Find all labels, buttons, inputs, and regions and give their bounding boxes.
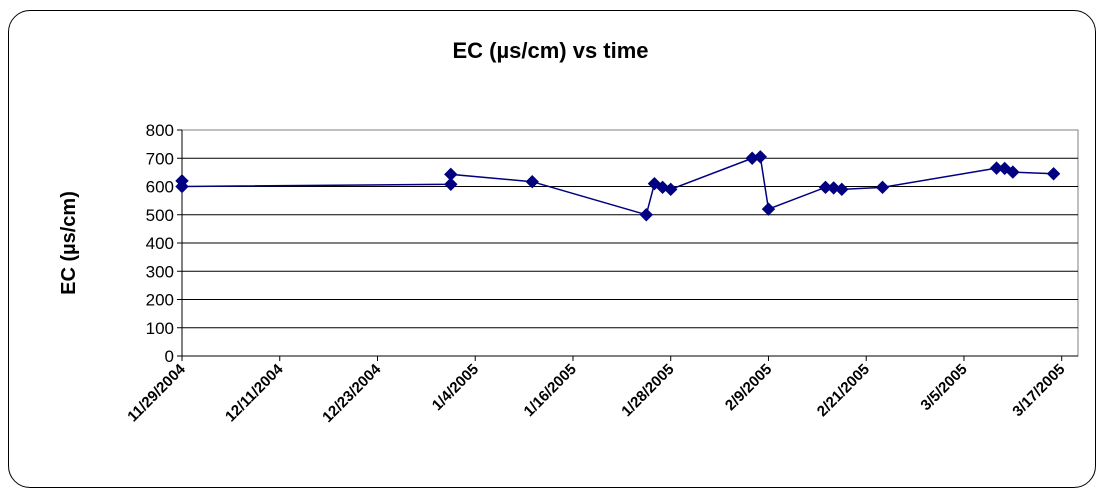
data-point <box>753 150 768 164</box>
data-point <box>835 182 849 197</box>
data-point <box>1006 165 1020 179</box>
data-point <box>639 208 653 222</box>
x-tick-label: 1/4/2005 <box>429 361 482 414</box>
data-point <box>664 182 678 197</box>
y-tick-label: 100 <box>146 319 174 338</box>
y-tick-label: 800 <box>146 121 174 140</box>
y-tick-label: 600 <box>146 178 174 197</box>
x-tick-label: 1/28/2005 <box>618 361 677 420</box>
y-tick-label: 0 <box>165 347 174 366</box>
x-tick-label: 2/9/2005 <box>722 361 775 414</box>
y-tick-label: 700 <box>146 149 174 168</box>
data-point <box>826 181 841 195</box>
x-tick-label: 11/29/2004 <box>124 360 189 425</box>
x-tick-label: 12/11/2004 <box>222 360 287 425</box>
y-tick-label: 200 <box>146 291 174 310</box>
y-axis-label: EC (µs/cm) <box>58 191 80 295</box>
data-point <box>525 174 539 189</box>
chart-title: EC (µs/cm) vs time <box>452 38 649 63</box>
y-tick-label: 400 <box>146 234 174 253</box>
x-tick-label: 1/16/2005 <box>521 361 580 420</box>
y-tick-label: 500 <box>146 206 174 225</box>
data-point <box>761 202 776 216</box>
data-point <box>818 180 833 195</box>
x-tick-label: 12/23/2004 <box>319 360 385 426</box>
grid-layer <box>181 129 1079 357</box>
axis-layer: 0 100 200 300 400 500 600 700 800 11/29/2004 12/11… <box>124 121 1078 426</box>
x-tick-label: 3/17/2005 <box>1009 361 1068 420</box>
data-point <box>175 179 189 194</box>
data-point <box>444 177 458 191</box>
data-point <box>1046 167 1061 181</box>
y-tick-label: 300 <box>146 262 174 281</box>
series-layer <box>175 150 1061 222</box>
data-point <box>875 180 890 195</box>
chart-frame <box>8 10 1096 488</box>
data-point <box>444 167 458 182</box>
series-line <box>181 155 1054 216</box>
x-tick-label: 2/21/2005 <box>814 361 873 420</box>
x-tick-label: 3/5/2005 <box>917 361 970 414</box>
